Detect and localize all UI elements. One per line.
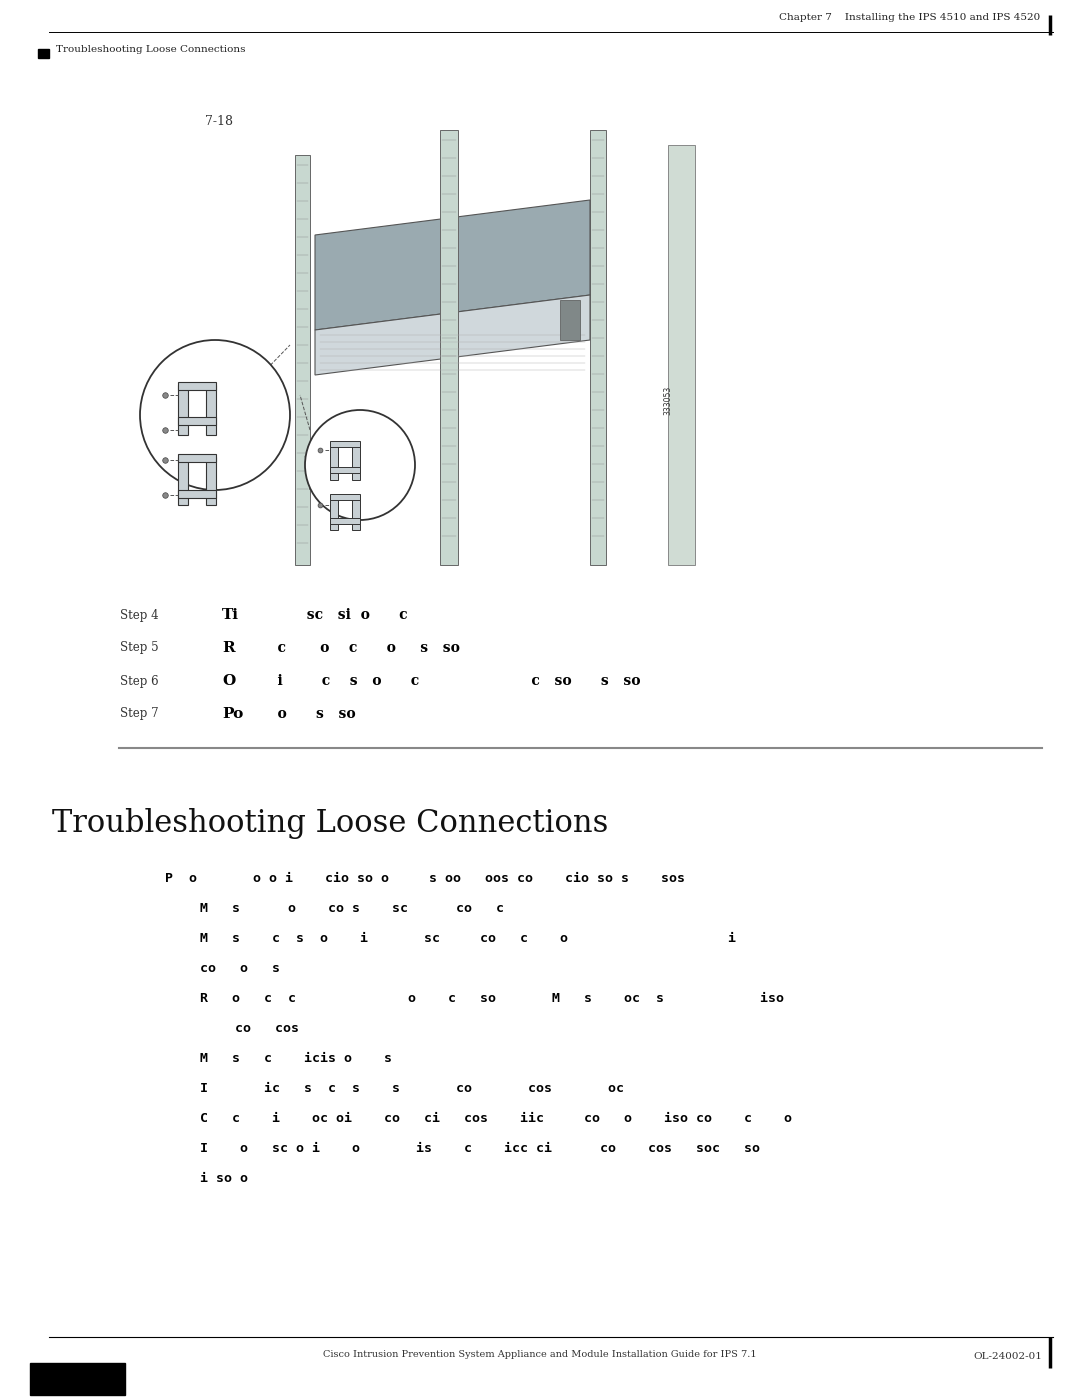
Bar — [178, 416, 216, 425]
Bar — [330, 441, 360, 447]
Polygon shape — [315, 295, 590, 374]
Text: OL-24002-01: OL-24002-01 — [973, 1352, 1042, 1361]
Bar — [178, 457, 188, 504]
Bar — [561, 300, 580, 339]
Bar — [206, 386, 216, 434]
Bar — [330, 518, 360, 524]
Text: M   s   c    icis o    s: M s c icis o s — [200, 1052, 392, 1065]
Text: M   s    c  s  o    i       sc     co   c    o                    i: M s c s o i sc co c o i — [200, 932, 735, 944]
Bar — [178, 386, 188, 434]
Text: Po: Po — [222, 707, 243, 721]
Text: Step 6: Step 6 — [120, 675, 159, 687]
Bar — [352, 495, 360, 529]
Circle shape — [305, 409, 415, 520]
Text: Ti: Ti — [222, 608, 239, 622]
Bar — [206, 457, 216, 504]
Text: Troubleshooting Loose Connections: Troubleshooting Loose Connections — [52, 807, 608, 840]
Bar — [178, 454, 216, 462]
Polygon shape — [315, 200, 590, 330]
Text: c       o    c      o     s   so: c o c o s so — [258, 641, 460, 655]
Bar — [178, 490, 216, 497]
Text: o      s   so: o s so — [258, 707, 355, 721]
Text: Chapter 7    Installing the IPS 4510 and IPS 4520: Chapter 7 Installing the IPS 4510 and IP… — [779, 13, 1040, 22]
Bar — [30, 1363, 125, 1396]
Text: co   cos: co cos — [235, 1021, 299, 1035]
Bar — [330, 467, 360, 474]
Bar — [352, 441, 360, 481]
Text: I    o   sc o i    o       is    c    icc ci      co    cos   soc   so: I o sc o i o is c icc ci co cos soc so — [200, 1141, 760, 1154]
Text: Troubleshooting Loose Connections: Troubleshooting Loose Connections — [56, 46, 245, 54]
Text: Step 7: Step 7 — [120, 707, 159, 721]
Text: 7-34: 7-34 — [62, 1373, 95, 1386]
Text: sc   si  o      c: sc si o c — [258, 608, 407, 622]
Polygon shape — [669, 145, 696, 564]
Text: co   o   s: co o s — [200, 961, 280, 975]
Text: M   s      o    co s    sc      co   c: M s o co s sc co c — [200, 901, 504, 915]
Text: R: R — [222, 641, 234, 655]
Bar — [178, 381, 216, 390]
Text: I       ic   s  c  s    s       co       cos       oc: I ic s c s s co cos oc — [200, 1081, 624, 1094]
Text: O: O — [222, 673, 235, 687]
Text: C   c    i    oc oi    co   ci   cos    iic     co   o    iso co    c    o: C c i oc oi co ci cos iic co o iso co c … — [200, 1112, 792, 1125]
Text: P  o       o o i    cio so o     s oo   oos co    cio so s    sos: P o o o i cio so o s oo oos co cio so s … — [165, 872, 685, 884]
Text: Cisco Intrusion Prevention System Appliance and Module Installation Guide for IP: Cisco Intrusion Prevention System Applia… — [323, 1350, 757, 1359]
Polygon shape — [295, 155, 310, 564]
Text: Step 5: Step 5 — [120, 641, 159, 655]
Circle shape — [140, 339, 291, 490]
Text: 7-18: 7-18 — [205, 115, 233, 129]
Bar — [38, 49, 49, 59]
Bar — [330, 495, 338, 529]
Text: i so o: i so o — [200, 1172, 248, 1185]
Text: Step 4: Step 4 — [120, 609, 159, 622]
Text: R   o   c  c              o    c   so       M   s    oc  s            iso: R o c c o c so M s oc s iso — [200, 992, 784, 1004]
Polygon shape — [440, 130, 458, 564]
Polygon shape — [590, 130, 606, 564]
Text: i        c    s   o      c                       c   so      s   so: i c s o c c so s so — [258, 673, 640, 687]
Bar — [330, 495, 360, 500]
Text: 333053: 333053 — [663, 386, 673, 415]
Bar — [330, 441, 338, 481]
